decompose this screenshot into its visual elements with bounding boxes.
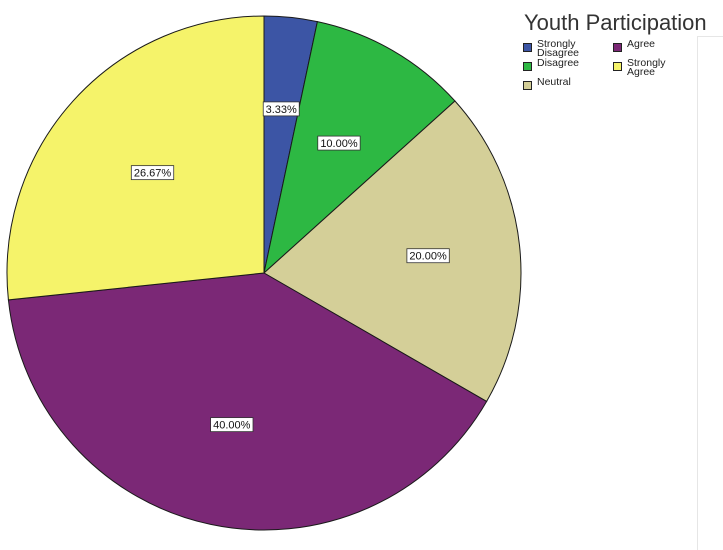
pie-data-labels: 3.33% 10.00% 20.00% 40.00% 26.67%	[130, 101, 450, 433]
svg-text:20.00%: 20.00%	[409, 251, 447, 263]
data-label-strongly-disagree: 3.33%	[262, 101, 300, 117]
legend-swatch	[523, 43, 532, 52]
legend-item-disagree: Disagree	[523, 57, 613, 77]
svg-text:3.33%: 3.33%	[266, 104, 297, 116]
data-label-agree: 40.00%	[210, 417, 254, 433]
legend-swatch	[523, 81, 532, 90]
legend-item-neutral: Neutral	[523, 76, 613, 90]
chart-title: Youth Participation	[524, 10, 707, 35]
legend-item-strongly-disagree: Strongly Disagree	[523, 38, 613, 59]
legend-item-strongly-agree: Strongly Agree	[613, 57, 703, 78]
pie-slice-neutral	[263, 100, 522, 403]
legend-label: Disagree	[537, 57, 580, 69]
legend-swatch	[613, 62, 622, 71]
legend-swatch	[523, 62, 532, 71]
pie-slice-strongly-agree	[6, 15, 265, 301]
data-label-neutral: 20.00%	[406, 248, 450, 264]
legend-swatch	[613, 43, 622, 52]
legend-label: Neutral	[537, 76, 571, 88]
legend-label: Strongly Disagree	[537, 38, 580, 59]
top-right-border-line	[697, 36, 723, 37]
pie-slices	[6, 15, 522, 531]
svg-text:40.00%: 40.00%	[213, 420, 251, 432]
svg-text:26.67%: 26.67%	[134, 168, 172, 180]
legend-label: Strongly Agree	[627, 57, 666, 78]
data-label-strongly-agree: 26.67%	[130, 165, 175, 181]
legend-item-agree: Agree	[613, 38, 703, 58]
svg-text:10.00%: 10.00%	[320, 138, 358, 150]
right-border-line	[697, 36, 698, 550]
pie-slice-agree	[7, 272, 488, 531]
legend-label: Agree	[627, 38, 656, 50]
legend: Strongly Disagree Agree Disagree Strongly A…	[523, 38, 703, 90]
data-label-disagree: 10.00%	[317, 135, 361, 151]
